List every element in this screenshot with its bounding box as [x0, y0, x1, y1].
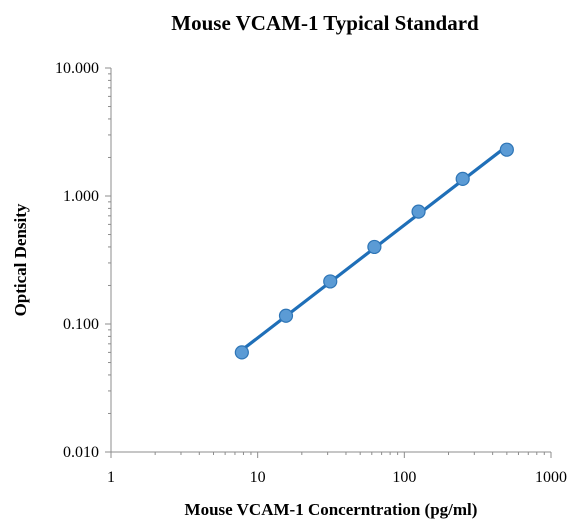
y-axis-label: Optical Density — [11, 203, 30, 316]
data-point — [234, 345, 249, 360]
data-point — [323, 274, 338, 289]
x-tick-label: 100 — [392, 469, 416, 486]
y-tick-label: 10.000 — [55, 60, 99, 77]
plot-area: 0.010 0.100 1.000 10.000 1 10 100 1000 — [55, 60, 567, 486]
x-tick-label: 1 — [107, 469, 115, 486]
y-tick-label: 0.100 — [63, 316, 99, 333]
data-point — [411, 204, 426, 219]
chart-title: Mouse VCAM-1 Typical Standard — [171, 11, 479, 35]
data-point — [499, 142, 514, 157]
tick-labels: 0.010 0.100 1.000 10.000 1 10 100 1000 — [55, 60, 567, 486]
x-axis-label: Mouse VCAM-1 Concerntration (pg/ml) — [185, 500, 478, 519]
data-point — [278, 308, 294, 323]
y-tick-label: 0.010 — [63, 444, 99, 461]
x-tick-label: 1000 — [535, 469, 567, 486]
data-point — [455, 171, 470, 187]
axis-ticks — [105, 67, 552, 458]
data-points — [234, 142, 514, 360]
y-tick-label: 1.000 — [63, 188, 99, 205]
data-point — [367, 239, 382, 255]
x-tick-label: 10 — [250, 469, 266, 486]
